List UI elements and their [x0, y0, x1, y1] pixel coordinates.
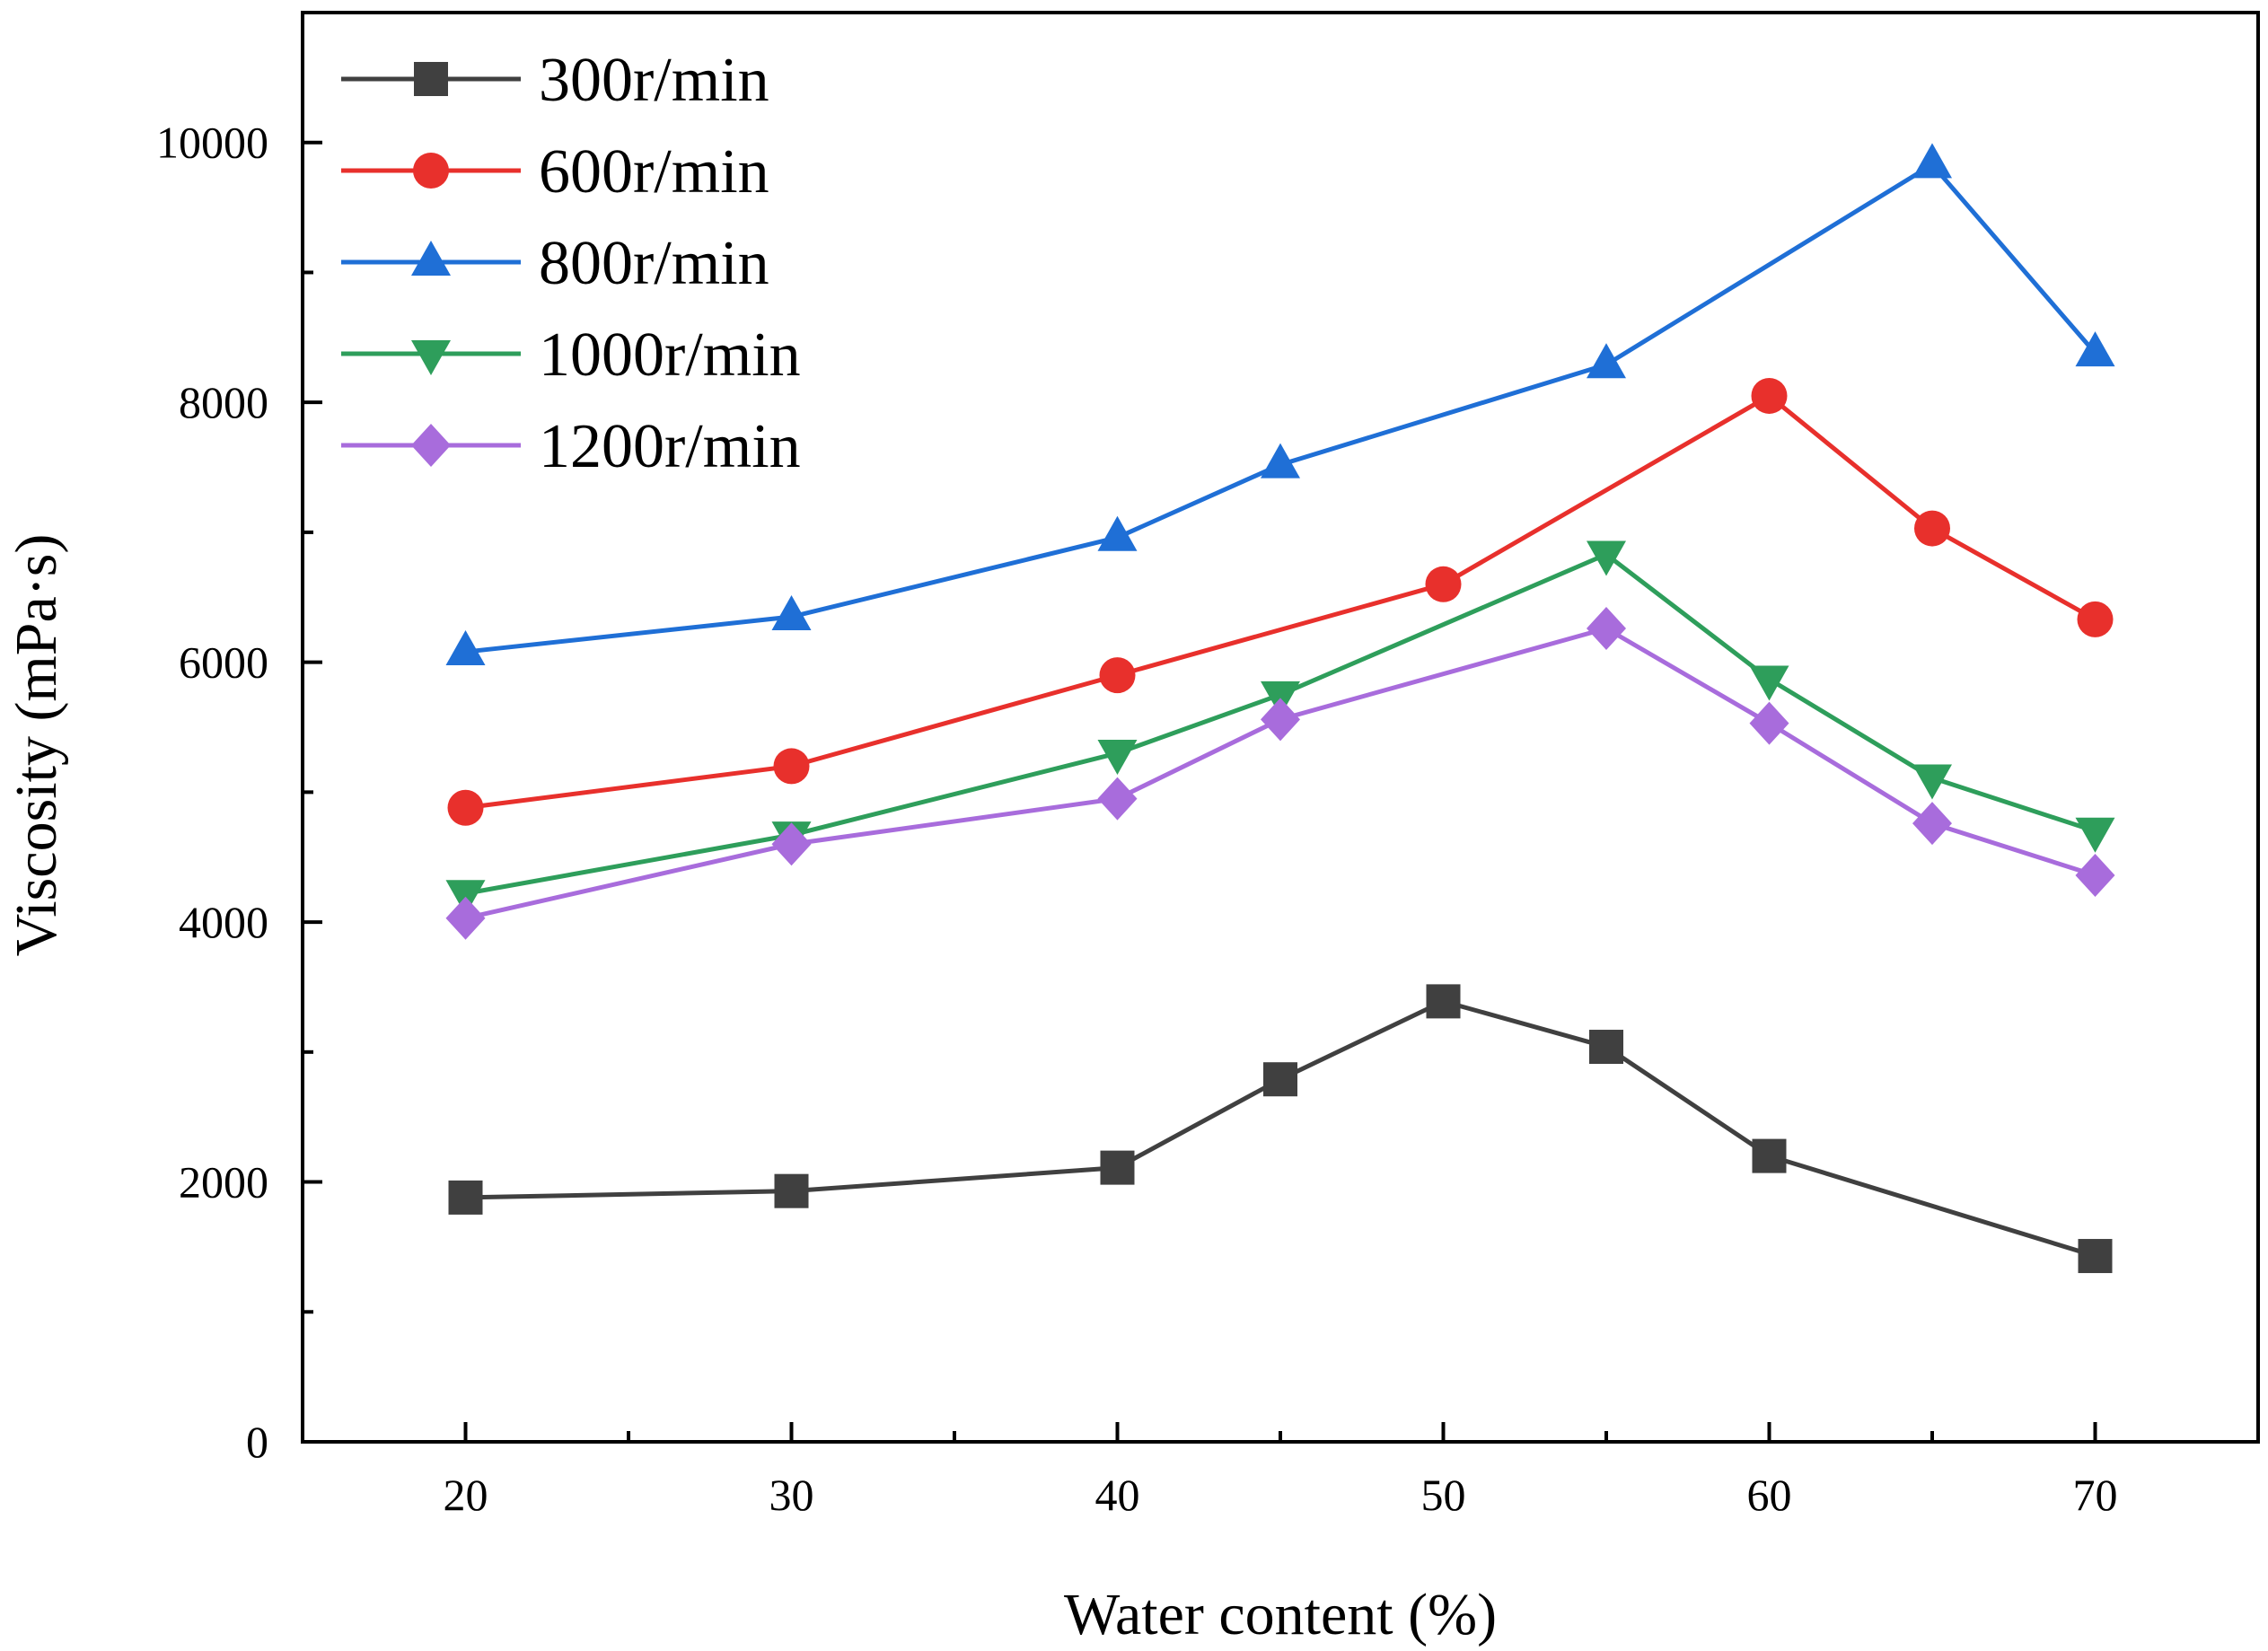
legend: 300r/min 600r/min 800r/min 1000r/min 1200r/m…: [341, 46, 801, 481]
legend-marker: [411, 340, 451, 375]
y-tick-label: 4000: [179, 897, 268, 947]
data-point: [1589, 1030, 1623, 1065]
series-600r-min: [447, 377, 2114, 826]
data-point: [1587, 343, 1626, 379]
data-point: [1097, 777, 1138, 821]
data-point: [774, 1173, 809, 1208]
data-point: [1912, 143, 1952, 179]
data-point: [2075, 817, 2115, 853]
data-point: [2075, 331, 2115, 367]
x-tick-label: 40: [1095, 1470, 1140, 1520]
data-point: [1425, 566, 1462, 602]
series-group: [445, 143, 2115, 1274]
legend-label: 1000r/min: [539, 321, 801, 390]
axis-ticks: 20 30 40 50 60 70 0 2000 4000 6000 8000 10000: [156, 118, 2118, 1520]
data-point: [1749, 665, 1789, 701]
data-point: [1261, 443, 1300, 479]
legend-label: 600r/min: [539, 137, 769, 206]
y-tick-label: 8000: [179, 377, 268, 427]
series-1200r-min: [445, 607, 2115, 940]
data-point: [1751, 377, 1788, 414]
data-point: [1587, 540, 1626, 576]
y-tick-label: 2000: [179, 1157, 268, 1208]
x-axis-title: Water content (%): [1064, 1582, 1497, 1647]
data-point: [1263, 1062, 1297, 1097]
x-tick-label: 60: [1747, 1470, 1792, 1520]
data-point: [1749, 701, 1789, 745]
y-axis-title: Viscosity (mPa·s): [4, 534, 69, 957]
data-point: [771, 594, 812, 630]
legend-item: 600r/min: [341, 137, 769, 206]
legend-marker: [411, 424, 451, 467]
y-tick-label: 10000: [156, 118, 268, 168]
series-line: [465, 998, 2097, 1259]
data-point: [1587, 607, 1626, 651]
data-point: [1100, 1150, 1135, 1185]
data-point: [445, 896, 486, 940]
data-point: [1912, 764, 1952, 800]
data-point: [1097, 739, 1138, 775]
series-300r-min: [448, 984, 2113, 1274]
data-point: [773, 748, 810, 785]
data-point: [1912, 802, 1952, 846]
legend-item: 1000r/min: [341, 321, 801, 390]
legend-marker: [411, 241, 451, 276]
data-point: [2077, 601, 2114, 637]
legend-label: 300r/min: [539, 46, 769, 115]
data-point: [1426, 984, 1461, 1019]
data-point: [445, 630, 486, 666]
data-point: [771, 822, 812, 866]
y-tick-label: 6000: [179, 637, 268, 688]
legend-item: 800r/min: [341, 229, 769, 298]
x-tick-label: 70: [2073, 1470, 2118, 1520]
data-point: [2078, 1239, 2113, 1274]
legend-marker: [414, 62, 448, 96]
series-line: [464, 626, 2097, 921]
legend-marker: [413, 153, 449, 189]
series-line: [465, 551, 2097, 896]
data-point: [1097, 515, 1138, 551]
data-point: [448, 1180, 483, 1215]
legend-item: 300r/min: [341, 46, 769, 115]
legend-item: 1200r/min: [341, 412, 801, 481]
x-tick-label: 30: [769, 1470, 814, 1520]
y-tick-label: 0: [246, 1417, 268, 1467]
legend-label: 800r/min: [539, 229, 769, 298]
data-point: [1914, 510, 1950, 547]
data-point: [1261, 698, 1300, 742]
data-point: [1099, 657, 1136, 694]
data-point: [1752, 1138, 1787, 1173]
data-point: [2075, 853, 2115, 897]
x-tick-label: 50: [1421, 1470, 1466, 1520]
series-800r-min: [445, 143, 2115, 666]
data-point: [447, 789, 484, 826]
x-tick-label: 20: [444, 1470, 488, 1520]
legend-label: 1200r/min: [539, 412, 801, 481]
